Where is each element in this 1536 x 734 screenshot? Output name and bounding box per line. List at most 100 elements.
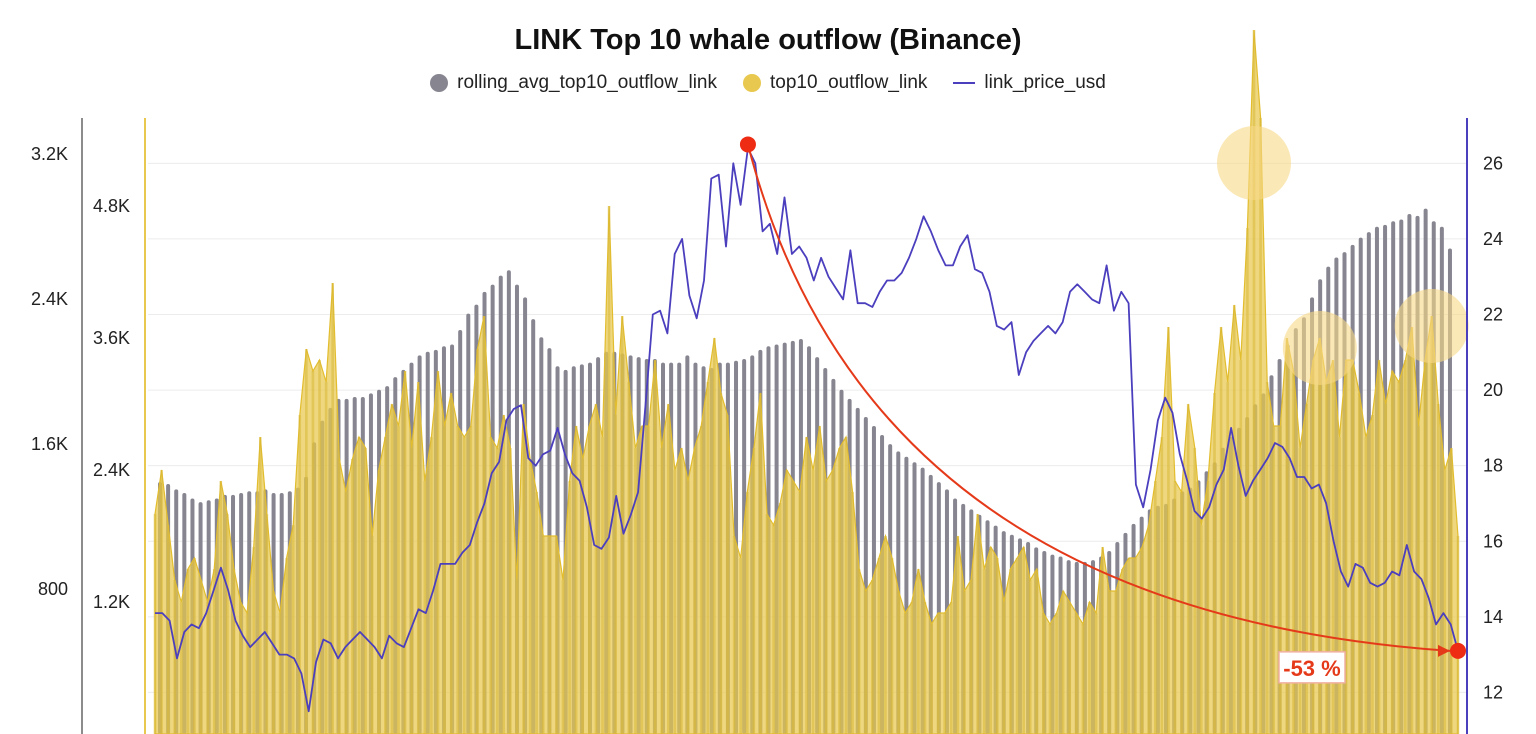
top10-outflow-bar	[785, 470, 789, 734]
top10-outflow-bar	[936, 613, 940, 734]
top10-outflow-bar	[857, 569, 861, 734]
top10-outflow-bar	[364, 448, 367, 734]
top10-outflow-bar	[1436, 404, 1440, 734]
legend-item-link-price[interactable]: link_price_usd	[953, 72, 1106, 94]
top10-outflow-bar	[1285, 338, 1289, 734]
top10-outflow-bar	[423, 481, 427, 734]
top10-outflow-bar	[555, 536, 558, 734]
top10-outflow-bar	[811, 470, 815, 734]
top10-outflow-bar	[1298, 448, 1302, 734]
top10-outflow-bar	[495, 448, 499, 734]
top10-outflow-bar	[574, 426, 578, 734]
legend-item-top10-outflow[interactable]: top10_outflow_link	[743, 72, 927, 94]
top10-outflow-bar	[943, 613, 946, 734]
top10-outflow-bar	[160, 470, 163, 734]
axes-layer: 800 1.6K 2.4K 3.2K 1.2K 2.4K 3.6K 4.8K 12 14 16 18 2…	[31, 118, 1503, 734]
top10-outflow-bar	[1384, 404, 1387, 734]
top10-outflow-bar	[1200, 525, 1203, 734]
top10-outflow-bar	[969, 580, 973, 734]
top10-outflow-bar	[1193, 448, 1197, 734]
top10-outflow-bar	[634, 448, 637, 734]
top10-outflow-bar	[923, 602, 927, 734]
top10-outflow-bar	[1351, 360, 1355, 734]
top10-outflow-bar	[831, 470, 835, 734]
top10-outflow-bar	[976, 514, 979, 734]
top10-outflow-bar	[1147, 525, 1151, 734]
top10-outflow-bar	[1239, 360, 1243, 734]
top10-outflow-bar	[318, 360, 321, 734]
left-inner-tick-label: 4.8K	[93, 196, 130, 216]
top10-outflow-bar	[337, 459, 341, 734]
top10-outflow-bar	[186, 569, 190, 734]
top10-outflow-bar	[390, 404, 394, 734]
top10-outflow-bar	[1325, 382, 1328, 734]
left-inner-tick-label: 3.6K	[93, 328, 130, 348]
top10-outflow-bar	[258, 437, 262, 734]
top10-outflow-bar	[805, 437, 808, 734]
legend-marker-top10-outflow	[743, 74, 761, 92]
top10-outflow-bar	[1252, 30, 1256, 734]
left-outer-tick-label: 1.6K	[31, 434, 68, 454]
right-tick-label: 26	[1483, 153, 1503, 173]
top10-outflow-bar	[212, 569, 216, 734]
left-outer-tick-label: 3.2K	[31, 144, 68, 164]
top10-outflow-bar	[759, 393, 762, 734]
top10-outflow-bar	[1423, 360, 1427, 734]
top10-outflow-bar	[1088, 602, 1091, 734]
top10-outflow-bar	[384, 437, 387, 734]
top10-outflow-bar	[686, 481, 690, 734]
top10-outflow-bar	[1311, 360, 1315, 734]
top10-outflow-bar	[344, 492, 348, 734]
top10-outflow-bar	[509, 448, 512, 734]
right-tick-label: 24	[1483, 229, 1503, 249]
top10-outflow-bar	[1002, 602, 1006, 734]
top10-outflow-bar	[403, 371, 407, 734]
top10-outflow-bar	[502, 415, 506, 734]
top10-outflow-bar	[647, 426, 650, 734]
top10-outflow-bar	[1068, 602, 1072, 734]
top10-outflow-bar	[1061, 591, 1065, 734]
top10-outflow-bar	[153, 514, 157, 734]
top10-outflow-bar	[1055, 613, 1058, 734]
top10-outflow-bar	[726, 415, 729, 734]
top10-outflow-bar	[910, 602, 914, 734]
top10-outflow-bar	[765, 514, 769, 734]
top10-outflow-bar	[285, 558, 288, 734]
top10-outflow-bar	[581, 459, 585, 734]
top10-outflow-bar	[1042, 613, 1045, 734]
top10-outflow-bar	[1430, 316, 1433, 734]
top10-outflow-bar	[1167, 327, 1170, 734]
left-inner-tick-label: 2.4K	[93, 460, 130, 480]
top10-outflow-bar	[699, 426, 703, 734]
top10-outflow-bar	[1305, 404, 1308, 734]
top10-outflow-bar	[397, 426, 400, 734]
top10-outflow-bar	[601, 437, 604, 734]
top10-outflow-bar	[897, 591, 900, 734]
top10-outflow-bar	[245, 613, 249, 734]
top10-outflow-bar	[627, 382, 631, 734]
top10-outflow-bar	[416, 382, 420, 734]
top10-outflow-bar	[331, 283, 334, 734]
top10-outflow-bar	[180, 602, 183, 734]
top10-outflow-bar	[1127, 558, 1131, 734]
top10-outflow-bar	[1377, 360, 1381, 734]
top10-outflow-bar	[798, 492, 802, 734]
top10-outflow-bar	[1259, 118, 1262, 734]
top10-outflow-bar	[357, 437, 361, 734]
top10-outflow-bar	[667, 404, 670, 734]
top10-outflow-bar	[522, 404, 525, 734]
top10-outflow-bar	[219, 481, 223, 734]
top10-outflow-bar	[173, 580, 177, 734]
top10-outflow-bar	[1272, 426, 1276, 734]
left-outer-tick-label: 2.4K	[31, 289, 68, 309]
top10-outflow-bar	[561, 580, 565, 734]
legend-item-rolling-avg[interactable]: rolling_avg_top10_outflow_link	[430, 72, 717, 94]
top10-outflow-bar	[713, 338, 716, 734]
top10-outflow-bar	[752, 448, 756, 734]
top10-outflow-bar	[607, 206, 611, 734]
top10-outflow-bar	[871, 580, 874, 734]
top10-outflow-bar	[1028, 580, 1032, 734]
link-price-line	[155, 147, 1459, 713]
top10-outflow-bar	[436, 371, 440, 734]
top10-outflow-bar	[963, 591, 966, 734]
